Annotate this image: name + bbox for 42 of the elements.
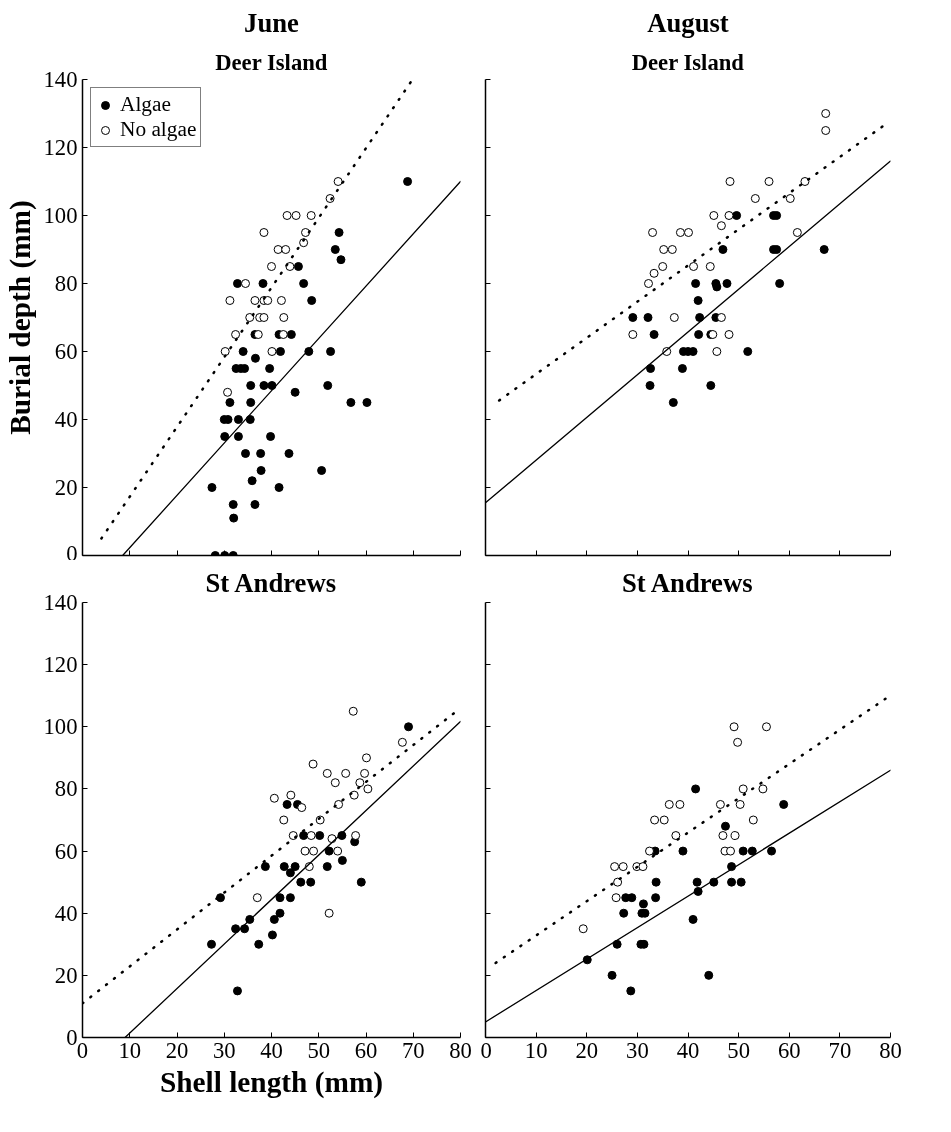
y-tick-label: 40 bbox=[54, 407, 78, 432]
y-tick-label: 20 bbox=[54, 475, 78, 500]
x-tick-label: 60 bbox=[354, 1037, 378, 1063]
chart-title: St Andrews bbox=[205, 567, 337, 598]
x-tick-label: 80 bbox=[449, 1037, 472, 1063]
y-tick-label: 100 bbox=[43, 203, 78, 228]
x-tick-label: 70 bbox=[401, 1037, 425, 1063]
legend-label: No algae bbox=[120, 117, 197, 142]
y-tick-label: 20 bbox=[54, 962, 78, 988]
x-tick-label: 10 bbox=[524, 1037, 548, 1063]
y-tick-label: 40 bbox=[54, 900, 78, 926]
x-tick-label: 20 bbox=[165, 1037, 189, 1063]
x-tick-label: 20 bbox=[575, 1037, 599, 1063]
x-tick-label: 40 bbox=[676, 1037, 700, 1063]
x-tick-label: 80 bbox=[879, 1037, 902, 1063]
x-axis-title: Shell length (mm) bbox=[159, 1065, 384, 1099]
y-tick-label: 80 bbox=[54, 776, 78, 802]
x-tick-label: 60 bbox=[777, 1037, 801, 1063]
y-tick-label: 100 bbox=[43, 714, 78, 740]
y-tick-label: 0 bbox=[66, 540, 78, 566]
y-tick-label: 140 bbox=[43, 590, 78, 615]
y-tick-label: 60 bbox=[54, 838, 78, 864]
x-tick-label: 30 bbox=[212, 1037, 236, 1063]
y-axis-title: Burial depth (mm) bbox=[3, 200, 37, 435]
chart-title: June bbox=[244, 7, 300, 38]
chart-subtitle: Deer Island bbox=[215, 49, 328, 75]
legend-label: Algae bbox=[120, 92, 171, 117]
y-tick-label: 120 bbox=[43, 135, 78, 160]
chart-subtitle: Deer Island bbox=[631, 49, 745, 75]
chart-title: August bbox=[647, 7, 729, 38]
y-tick-label: 80 bbox=[54, 271, 78, 296]
x-tick-label: 50 bbox=[307, 1037, 331, 1063]
y-tick-label: 120 bbox=[43, 652, 78, 678]
x-tick-label: 0 bbox=[480, 1037, 492, 1063]
x-tick-label: 30 bbox=[626, 1037, 649, 1063]
x-tick-label: 10 bbox=[118, 1037, 142, 1063]
chart-title: St Andrews bbox=[621, 567, 753, 598]
y-tick-label: 140 bbox=[43, 67, 78, 92]
y-tick-label: 60 bbox=[54, 339, 78, 364]
x-tick-label: 70 bbox=[828, 1037, 852, 1063]
x-tick-label: 40 bbox=[260, 1037, 283, 1063]
x-tick-label: 50 bbox=[727, 1037, 750, 1063]
